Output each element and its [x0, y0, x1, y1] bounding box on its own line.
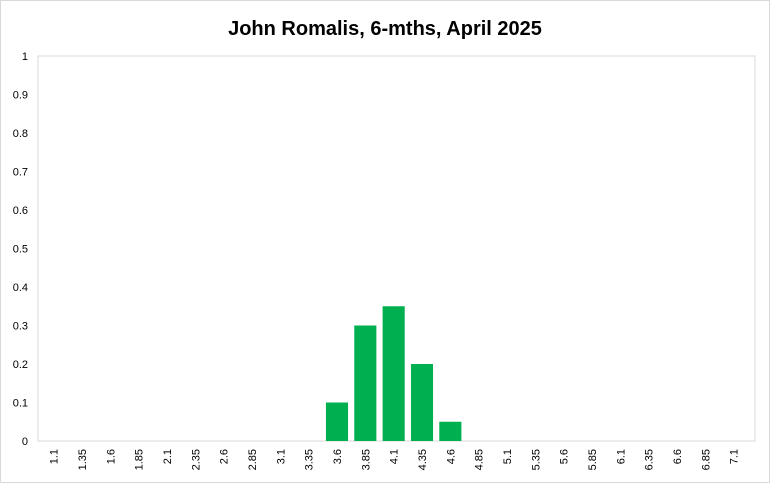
x-tick-label: 6.6: [672, 449, 684, 464]
x-tick-label: 5.6: [559, 449, 571, 464]
y-tick-label: 1: [22, 51, 28, 63]
y-tick-label: 0.2: [13, 359, 28, 371]
x-tick-label: 5.35: [530, 449, 542, 470]
y-tick-label: 0.6: [13, 205, 28, 217]
x-tick-label: 5.85: [587, 449, 599, 470]
x-tick-label: 2.85: [247, 449, 259, 470]
bar-4.1: [382, 306, 405, 441]
x-tick-label: 6.1: [615, 449, 627, 464]
x-tick-label: 3.85: [360, 449, 372, 470]
x-tick-label: 1.35: [77, 449, 89, 470]
y-tick-label: 0.9: [13, 90, 28, 102]
x-tick-label: 2.6: [219, 449, 231, 464]
chart-title: John Romalis, 6-mths, April 2025: [228, 18, 542, 40]
x-tick-label: 1.85: [134, 449, 146, 470]
y-tick-label: 0.5: [13, 244, 28, 256]
x-tick-label: 3.35: [304, 449, 316, 470]
x-tick-label: 1.6: [105, 449, 117, 464]
y-tick-label: 0.3: [13, 321, 28, 333]
x-tick-label: 2.35: [190, 449, 202, 470]
bar-3.85: [354, 325, 377, 441]
x-tick-label: 6.35: [644, 449, 656, 470]
y-tick-label: 0.8: [13, 128, 28, 140]
bar-4.35: [410, 364, 434, 441]
y-tick-label: 0.1: [13, 398, 28, 410]
x-tick-label: 3.6: [332, 449, 344, 464]
y-tick-label: 0.4: [13, 282, 28, 294]
x-tick-label: 4.85: [474, 449, 486, 470]
x-tick-label: 4.35: [417, 449, 429, 470]
x-tick-label: 4.6: [445, 449, 457, 464]
x-axis-ticks: 1.1 1.35 1.6 1.85 2.1 2.35 2.6 2.85 3.1 3.35 3.6 3.…: [49, 449, 741, 470]
x-tick-label: 6.85: [700, 449, 712, 470]
y-axis-ticks: 0 0.1 0.2 0.3 0.4 0.5 0.6 0.7 0.8 0.9 1: [13, 51, 28, 448]
bars: [325, 306, 462, 441]
y-tick-label: 0: [22, 436, 28, 448]
x-tick-label: 4.1: [389, 449, 401, 464]
x-tick-label: 1.1: [49, 449, 61, 464]
bar-3.6: [325, 402, 349, 441]
x-tick-label: 2.1: [162, 449, 174, 464]
x-tick-label: 3.1: [275, 449, 287, 464]
x-tick-label: 7.1: [729, 449, 741, 464]
x-tick-label: 5.1: [502, 449, 514, 464]
y-tick-label: 0.7: [13, 167, 28, 179]
bar-4.6: [439, 421, 462, 441]
